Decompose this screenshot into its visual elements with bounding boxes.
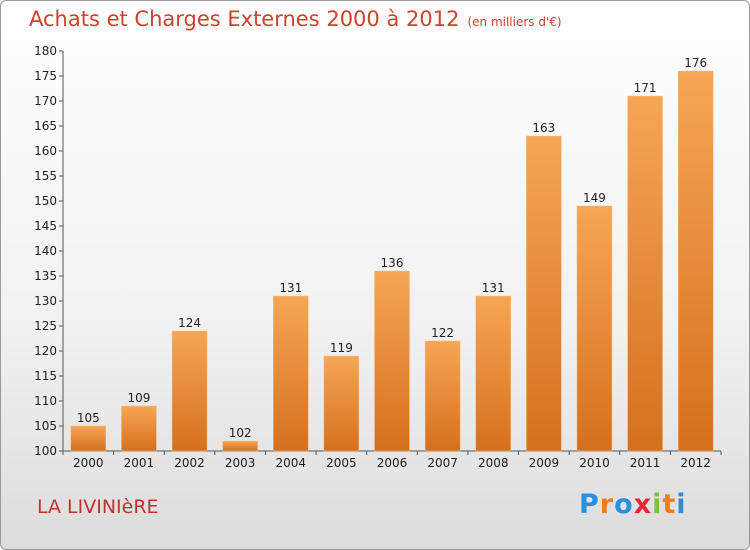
y-tick-label: 110	[34, 394, 57, 408]
bar	[171, 330, 208, 452]
x-tick-label: 2009	[529, 456, 560, 470]
y-tick-label: 165	[34, 119, 57, 133]
bar-value-label: 105	[77, 411, 100, 425]
y-tick-label: 170	[34, 94, 57, 108]
logo-letter: x	[633, 489, 653, 520]
bar	[677, 70, 714, 452]
y-tick-label: 155	[34, 169, 57, 183]
bar	[273, 295, 309, 452]
bar	[475, 295, 511, 452]
x-tick-label: 2011	[630, 456, 661, 470]
logo-letter: P	[579, 489, 600, 520]
bar	[374, 270, 410, 452]
bar-value-label: 176	[684, 56, 707, 70]
chart-title: Achats et Charges Externes 2000 à 2012 (e…	[29, 7, 562, 31]
y-tick-label: 160	[34, 144, 57, 158]
x-tick-label: 2006	[377, 456, 408, 470]
logo-letter: o	[614, 489, 634, 520]
y-tick-label: 130	[34, 294, 57, 308]
x-tick-label: 2010	[579, 456, 610, 470]
y-tick-label: 105	[34, 419, 57, 433]
bar	[323, 355, 360, 452]
chart-axes: 100 105 110 115 120 125 130 135 140 145 150 155 160 1…	[34, 44, 722, 470]
bar-value-label: 149	[583, 191, 606, 205]
x-tick-label: 2007	[427, 456, 458, 470]
bar-value-label: 119	[330, 341, 353, 355]
bar	[526, 135, 562, 452]
bar-value-label: 124	[178, 316, 201, 330]
logo-letter: i	[676, 489, 687, 520]
bars: 105 109 124 102 131 119 136 122 131 163 149 171 176	[70, 56, 714, 452]
y-tick-label: 175	[34, 69, 57, 83]
x-tick-label: 2005	[326, 456, 357, 470]
bar	[576, 205, 613, 452]
bar	[222, 440, 258, 452]
bar	[70, 425, 107, 452]
bar	[121, 405, 157, 452]
chart-title-text: Achats et Charges Externes 2000 à 2012	[29, 7, 460, 31]
y-tick-label: 120	[34, 344, 57, 358]
bar-value-label: 102	[229, 426, 252, 440]
y-tick-label: 150	[34, 194, 57, 208]
x-tick-label: 2001	[124, 456, 155, 470]
x-tick-label: 2002	[174, 456, 205, 470]
x-tick-label: 2004	[275, 456, 306, 470]
y-tick-label: 115	[34, 369, 57, 383]
logo-letter: t	[662, 489, 677, 520]
chart-subtitle: (en milliers d'€)	[467, 15, 562, 29]
y-tick-label: 145	[34, 219, 57, 233]
bar-value-label: 109	[127, 391, 150, 405]
bar-value-label: 122	[431, 326, 454, 340]
y-tick-label: 125	[34, 319, 57, 333]
bar	[424, 340, 461, 452]
bar-value-label: 163	[532, 121, 555, 135]
y-tick-label: 180	[34, 44, 57, 58]
proxiti-logo: Proxiti	[579, 489, 687, 520]
x-tick-label: 2012	[680, 456, 711, 470]
y-tick-label: 140	[34, 244, 57, 258]
bar-value-label: 171	[634, 81, 657, 95]
y-tick-label: 100	[34, 444, 57, 458]
y-tick-label: 135	[34, 269, 57, 283]
x-tick-label: 2000	[73, 456, 104, 470]
bar-value-label: 131	[279, 281, 302, 295]
bar-value-label: 136	[381, 256, 404, 270]
logo-letter: i	[652, 489, 663, 520]
bar-value-label: 131	[482, 281, 505, 295]
x-tick-label: 2008	[478, 456, 509, 470]
logo-letter: r	[599, 489, 615, 520]
commune-name: LA LIVINIèRE	[37, 496, 159, 518]
bar	[627, 95, 663, 452]
x-tick-label: 2003	[225, 456, 256, 470]
